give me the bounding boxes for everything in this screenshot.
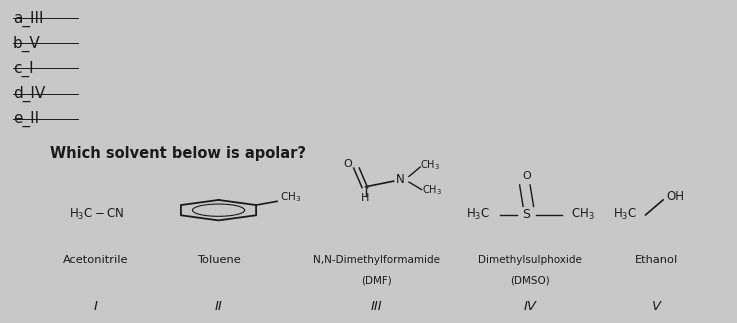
Text: c_I: c_I <box>13 61 34 77</box>
Text: $\mathregular{H_3C-CN}$: $\mathregular{H_3C-CN}$ <box>69 207 124 223</box>
Text: (DMSO): (DMSO) <box>510 276 550 286</box>
Text: H: H <box>361 193 370 203</box>
Text: N: N <box>397 173 405 186</box>
Text: $\mathregular{CH_3}$: $\mathregular{CH_3}$ <box>280 191 301 204</box>
Text: (DMF): (DMF) <box>360 276 391 286</box>
Text: I: I <box>94 300 98 313</box>
Text: Toluene: Toluene <box>197 255 240 265</box>
Text: $\mathregular{CH_3}$: $\mathregular{CH_3}$ <box>570 207 595 223</box>
Text: e_II: e_II <box>13 111 39 127</box>
Text: d_IV: d_IV <box>13 86 45 102</box>
Text: S: S <box>523 208 531 221</box>
Text: Ethanol: Ethanol <box>635 255 678 265</box>
Text: II: II <box>214 300 223 313</box>
Text: O: O <box>523 171 531 181</box>
Text: $\mathregular{H_3C}$: $\mathregular{H_3C}$ <box>466 207 489 223</box>
Text: $\mathregular{H_3C}$: $\mathregular{H_3C}$ <box>612 207 637 223</box>
Text: OH: OH <box>666 190 685 203</box>
Text: Dimethylsulphoxide: Dimethylsulphoxide <box>478 255 582 265</box>
Text: $\mathregular{CH_3}$: $\mathregular{CH_3}$ <box>420 158 440 172</box>
Text: III: III <box>370 300 382 313</box>
Text: IV: IV <box>523 300 537 313</box>
Text: b_V: b_V <box>13 36 41 52</box>
Text: a_III: a_III <box>13 10 43 26</box>
Text: Which solvent below is apolar?: Which solvent below is apolar? <box>50 146 307 161</box>
Text: $\mathregular{CH_3}$: $\mathregular{CH_3}$ <box>422 183 441 197</box>
Text: Acetonitrile: Acetonitrile <box>63 255 129 265</box>
Text: N,N-Dimethylformamide: N,N-Dimethylformamide <box>312 255 439 265</box>
Text: O: O <box>343 159 352 169</box>
Text: V: V <box>652 300 660 313</box>
